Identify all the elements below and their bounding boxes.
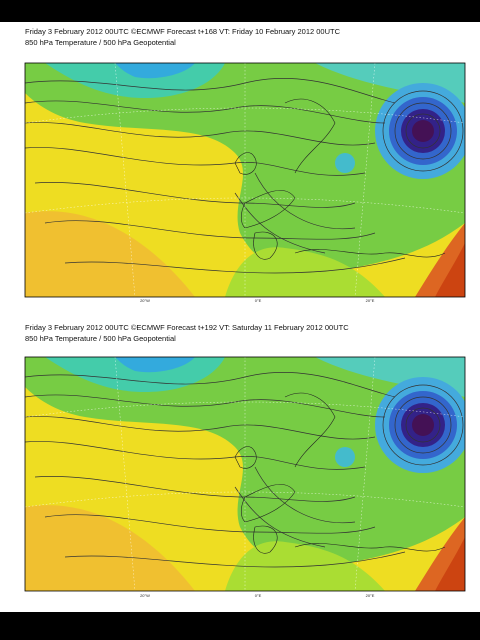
map-frame — [24, 356, 466, 592]
lon-label: 20°W — [140, 298, 150, 303]
forecast-map — [25, 63, 471, 297]
lon-label: 20°W — [140, 593, 150, 598]
map-title: Friday 3 February 2012 00UTC ©ECMWF Fore… — [25, 27, 341, 36]
map-title: Friday 3 February 2012 00UTC ©ECMWF Fore… — [25, 323, 349, 332]
map-subtitle: 850 hPa Temperature / 500 hPa Geopotenti… — [25, 334, 176, 343]
map-frame — [24, 62, 466, 298]
lon-label: 0°E — [255, 593, 262, 598]
lon-label: 20°E — [366, 298, 375, 303]
lon-label: 0°E — [255, 298, 262, 303]
forecast-map — [25, 357, 471, 591]
lon-label: 20°E — [366, 593, 375, 598]
map-subtitle: 850 hPa Temperature / 500 hPa Geopotenti… — [25, 38, 176, 47]
